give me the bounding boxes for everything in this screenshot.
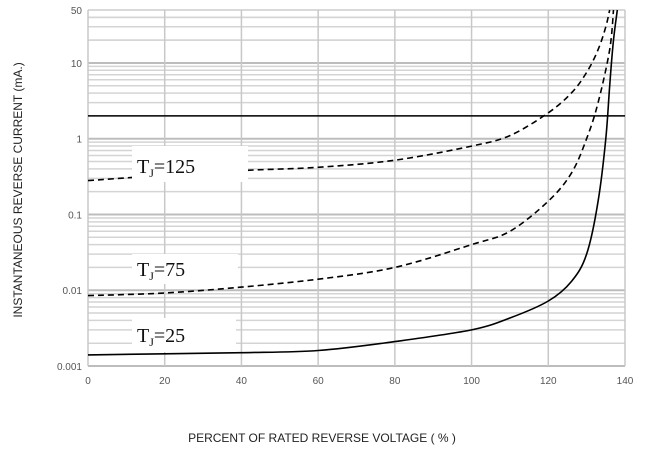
y-tick-label: 0.001 (57, 362, 82, 373)
svg-text:TJ=125: TJ=125 (137, 156, 195, 180)
y-tick-label: 1 (76, 135, 82, 146)
x-tick-label: 0 (85, 376, 91, 387)
series-label-tj75: TJ=75 (132, 254, 238, 284)
x-tick-label: 100 (463, 376, 480, 387)
y-tick-label: 50 (71, 6, 83, 17)
x-tick-label: 120 (540, 376, 557, 387)
y-tick-label: 10 (71, 59, 83, 70)
y-axis-label: INSTANTANEOUS REVERSE CURRENT (mA.) (11, 62, 25, 317)
series-label-tj125: TJ=125 (132, 146, 248, 182)
x-tick-label: 40 (236, 376, 248, 387)
series-line-tj25 (87, 9, 619, 356)
series-line-tj75 (87, 9, 615, 297)
series-label-tj25: TJ=25 (132, 318, 236, 352)
x-tick-label: 20 (159, 376, 171, 387)
x-axis-label: PERCENT OF RATED REVERSE VOLTAGE ( % ) (188, 431, 456, 445)
x-tick-label: 140 (617, 376, 634, 387)
y-tick-label: 0.1 (68, 210, 82, 221)
tick-labels: 0 20 40 60 80 100 120 140 0.001 0.01 0.1 1 10 50 (57, 6, 634, 387)
svg-text:TJ=75: TJ=75 (137, 259, 185, 283)
svg-text:TJ=25: TJ=25 (137, 325, 185, 349)
y-tick-label: 0.01 (63, 286, 83, 297)
x-tick-label: 60 (313, 376, 325, 387)
x-tick-label: 80 (389, 376, 401, 387)
